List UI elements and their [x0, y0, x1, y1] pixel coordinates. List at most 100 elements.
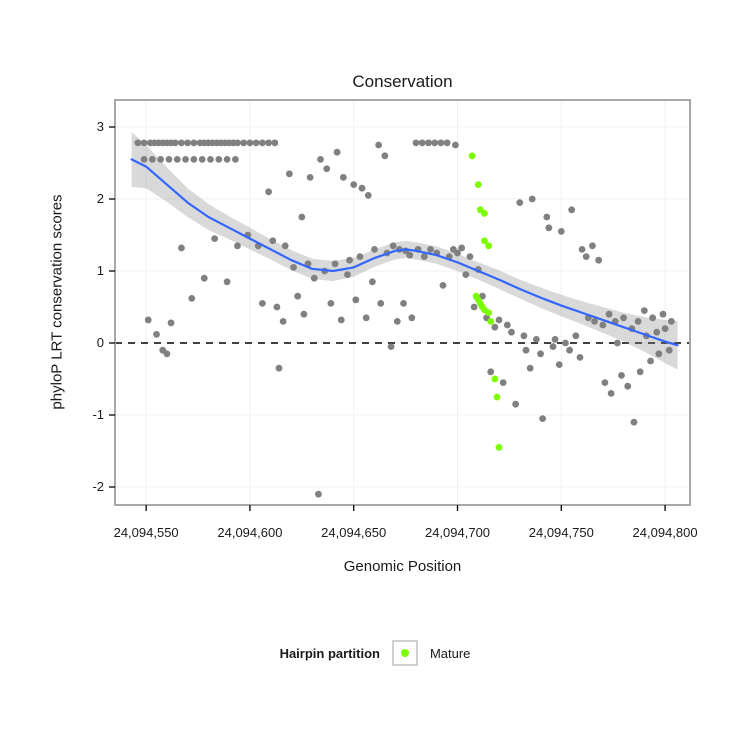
conservation-point [315, 490, 322, 498]
conservation-point [566, 346, 574, 354]
mature-point [485, 242, 493, 250]
conservation-point [352, 296, 360, 304]
conservation-point [599, 321, 607, 329]
conservation-point [613, 339, 621, 347]
conservation-point [636, 368, 644, 376]
conservation-point [171, 139, 179, 147]
conservation-point [144, 316, 152, 324]
conservation-point [285, 170, 293, 178]
conservation-point [605, 310, 613, 318]
mature-point [481, 237, 488, 245]
x-tick-label: 24,094,750 [529, 525, 594, 540]
conservation-point [344, 271, 351, 278]
conservation-point [568, 206, 576, 214]
conservation-point [425, 139, 432, 147]
conservation-point [265, 188, 273, 196]
conservation-point [331, 260, 339, 268]
conservation-point [431, 139, 439, 147]
conservation-point [549, 343, 557, 350]
conservation-point [346, 256, 353, 264]
conservation-point [591, 318, 598, 325]
y-axis-label: phyloP LRT conservation scores [48, 194, 66, 410]
conservation-point [618, 372, 625, 379]
conservation-point [576, 354, 584, 361]
mature-point [495, 444, 503, 451]
conservation-point [375, 141, 383, 149]
conservation-point [470, 303, 478, 311]
conservation-point [408, 314, 416, 322]
conservation-point [300, 310, 308, 318]
conservation-point [275, 364, 283, 372]
conservation-point [265, 139, 273, 147]
conservation-point [620, 314, 627, 322]
y-tick-label: 0 [97, 335, 104, 350]
mature-point [487, 318, 495, 325]
conservation-point [522, 346, 530, 354]
conservation-point [148, 156, 156, 163]
confidence-ribbon [131, 132, 678, 370]
conservation-point [412, 139, 420, 147]
conservation-point [458, 244, 466, 252]
conservation-point [310, 274, 318, 282]
x-tick-label: 24,094,650 [321, 525, 386, 540]
conservation-point [640, 307, 648, 314]
mature-point-icon [400, 649, 409, 657]
conservation-point [466, 253, 474, 260]
conservation-point [184, 139, 192, 147]
conservation-point [381, 152, 389, 160]
conservation-point [223, 156, 231, 163]
conservation-point [387, 343, 395, 350]
conservation-point [165, 156, 173, 163]
conservation-point [246, 139, 254, 147]
plot-canvas: 24,094,550 24,094,600 24,094,650 24,094,700… [92, 99, 698, 540]
conservation-point [134, 139, 142, 147]
conservation-point [190, 156, 198, 163]
conservation-point [624, 382, 632, 390]
mature-point [491, 375, 499, 383]
mature-point [493, 393, 501, 401]
conservation-point [279, 318, 287, 325]
conservation-point [537, 350, 544, 358]
legend: Hairpin partition Mature [0, 640, 750, 666]
conservation-point [298, 213, 306, 221]
conservation-point [454, 249, 461, 257]
conservation-point [198, 156, 206, 163]
conservation-point [528, 195, 536, 203]
mature-point [481, 210, 488, 217]
conservation-point [649, 314, 657, 322]
conservation-point [240, 139, 248, 147]
conservation-point [420, 253, 428, 260]
conservation-point [487, 368, 495, 376]
conservation-point [290, 264, 297, 271]
x-tick-label: 24,094,600 [217, 525, 282, 540]
conservation-point [211, 235, 219, 243]
conservation-point [281, 242, 289, 250]
panel-border [114, 99, 691, 506]
conservation-point [317, 156, 324, 163]
conservation-point [665, 346, 673, 354]
conservation-point [516, 199, 524, 207]
conservation-point [499, 379, 507, 386]
conservation-point [173, 156, 181, 163]
conservation-point [595, 256, 603, 264]
legend-item-label: Mature [429, 645, 471, 661]
conservation-point [443, 139, 451, 147]
conservation-point [503, 321, 511, 329]
conservation-point [601, 379, 609, 386]
conservation-point [508, 328, 515, 336]
y-tick-label: -1 [92, 407, 104, 422]
conservation-point [306, 174, 314, 181]
y-tick-label: -2 [92, 479, 104, 494]
conservation-point [140, 156, 148, 163]
legend-title: Hairpin partition [279, 645, 380, 661]
conservation-point [582, 253, 590, 260]
y-tick-label: 1 [97, 263, 104, 278]
conservation-point [634, 318, 642, 325]
conservation-point [562, 339, 569, 347]
conservation-point [589, 242, 596, 250]
conservation-point [371, 246, 378, 253]
x-tick-label: 24,094,800 [633, 525, 698, 540]
conservation-point [337, 316, 345, 324]
conservation-point [223, 278, 231, 286]
conservation-point [167, 319, 175, 327]
